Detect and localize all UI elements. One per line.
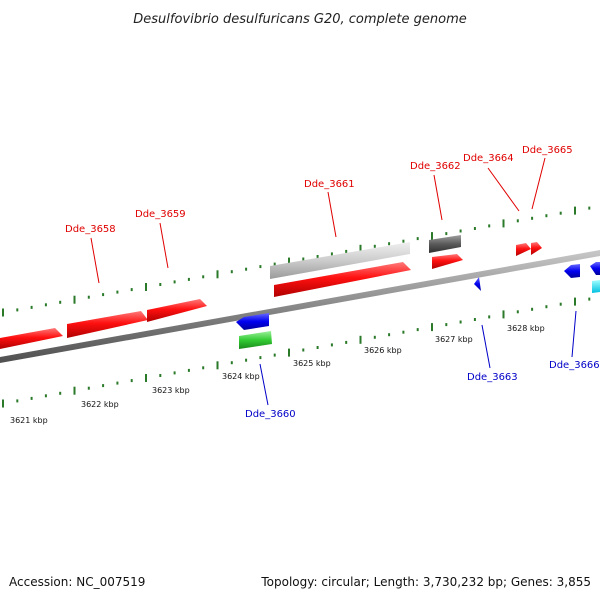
gene-arrow-reverse[interactable] xyxy=(236,313,269,330)
reverse-tick-row xyxy=(2,297,591,408)
gene-label-dde-3662[interactable]: Dde_3662 xyxy=(410,161,461,172)
scale-label: 3621 kbp xyxy=(10,416,48,425)
gene-labels-forward: Dde_3658 Dde_3659 Dde_3661 Dde_3662 Dde_… xyxy=(65,145,573,235)
forward-strand-genes xyxy=(0,242,542,349)
pseudogene-bar-light[interactable] xyxy=(270,242,410,279)
gene-label-dde-3659[interactable]: Dde_3659 xyxy=(135,209,186,220)
gene-label-dde-3663[interactable]: Dde_3663 xyxy=(467,372,518,383)
accession-text: Accession: NC_007519 xyxy=(9,575,145,589)
gene-label-dde-3661[interactable]: Dde_3661 xyxy=(304,179,355,190)
gene-label-dde-3666[interactable]: Dde_3666 xyxy=(549,360,600,371)
gene-arrow-forward[interactable] xyxy=(0,328,63,349)
gene-arrow-green[interactable] xyxy=(239,331,272,349)
gene-arrow-reverse[interactable] xyxy=(564,264,580,278)
gene-arrow-forward[interactable] xyxy=(147,299,207,322)
scale-labels: 3621 kbp 3622 kbp 3623 kbp 3624 kbp 3625… xyxy=(10,324,545,425)
scale-label: 3625 kbp xyxy=(293,359,331,368)
gene-label-dde-3665[interactable]: Dde_3665 xyxy=(522,145,573,156)
gene-labels-reverse: Dde_3660 Dde_3663 Dde_3666 xyxy=(245,360,600,420)
gene-arrow-reverse[interactable] xyxy=(474,277,481,291)
map-title: Desulfovibrio desulfuricans G20, complet… xyxy=(133,12,467,27)
gene-arrow-reverse[interactable] xyxy=(590,262,600,275)
leader-lines-forward xyxy=(90,157,546,284)
gene-label-dde-3660[interactable]: Dde_3660 xyxy=(245,409,296,420)
scale-label: 3623 kbp xyxy=(152,386,190,395)
pseudogene-bar-dark[interactable] xyxy=(429,235,461,253)
scale-label: 3624 kbp xyxy=(222,372,260,381)
genome-backbone xyxy=(0,250,600,363)
forward-tick-row xyxy=(2,206,591,317)
gene-arrow-forward[interactable] xyxy=(432,254,463,269)
scale-label: 3628 kbp xyxy=(507,324,545,333)
topology-text: Topology: circular; Length: 3,730,232 bp… xyxy=(260,575,591,589)
gene-arrow-forward[interactable] xyxy=(531,242,542,255)
gene-arrow-forward[interactable] xyxy=(274,262,411,297)
scale-label: 3627 kbp xyxy=(435,335,473,344)
gene-arrow-forward[interactable] xyxy=(516,243,531,256)
gene-label-dde-3664[interactable]: Dde_3664 xyxy=(463,153,514,164)
gene-arrow-forward[interactable] xyxy=(67,311,148,338)
leader-lines-reverse xyxy=(259,310,577,406)
gene-label-dde-3658[interactable]: Dde_3658 xyxy=(65,224,116,235)
reverse-strand-genes xyxy=(236,262,600,349)
grey-features xyxy=(270,235,461,279)
scale-label: 3622 kbp xyxy=(81,400,119,409)
gene-arrow-cyan[interactable] xyxy=(592,280,600,293)
scale-label: 3626 kbp xyxy=(364,346,402,355)
